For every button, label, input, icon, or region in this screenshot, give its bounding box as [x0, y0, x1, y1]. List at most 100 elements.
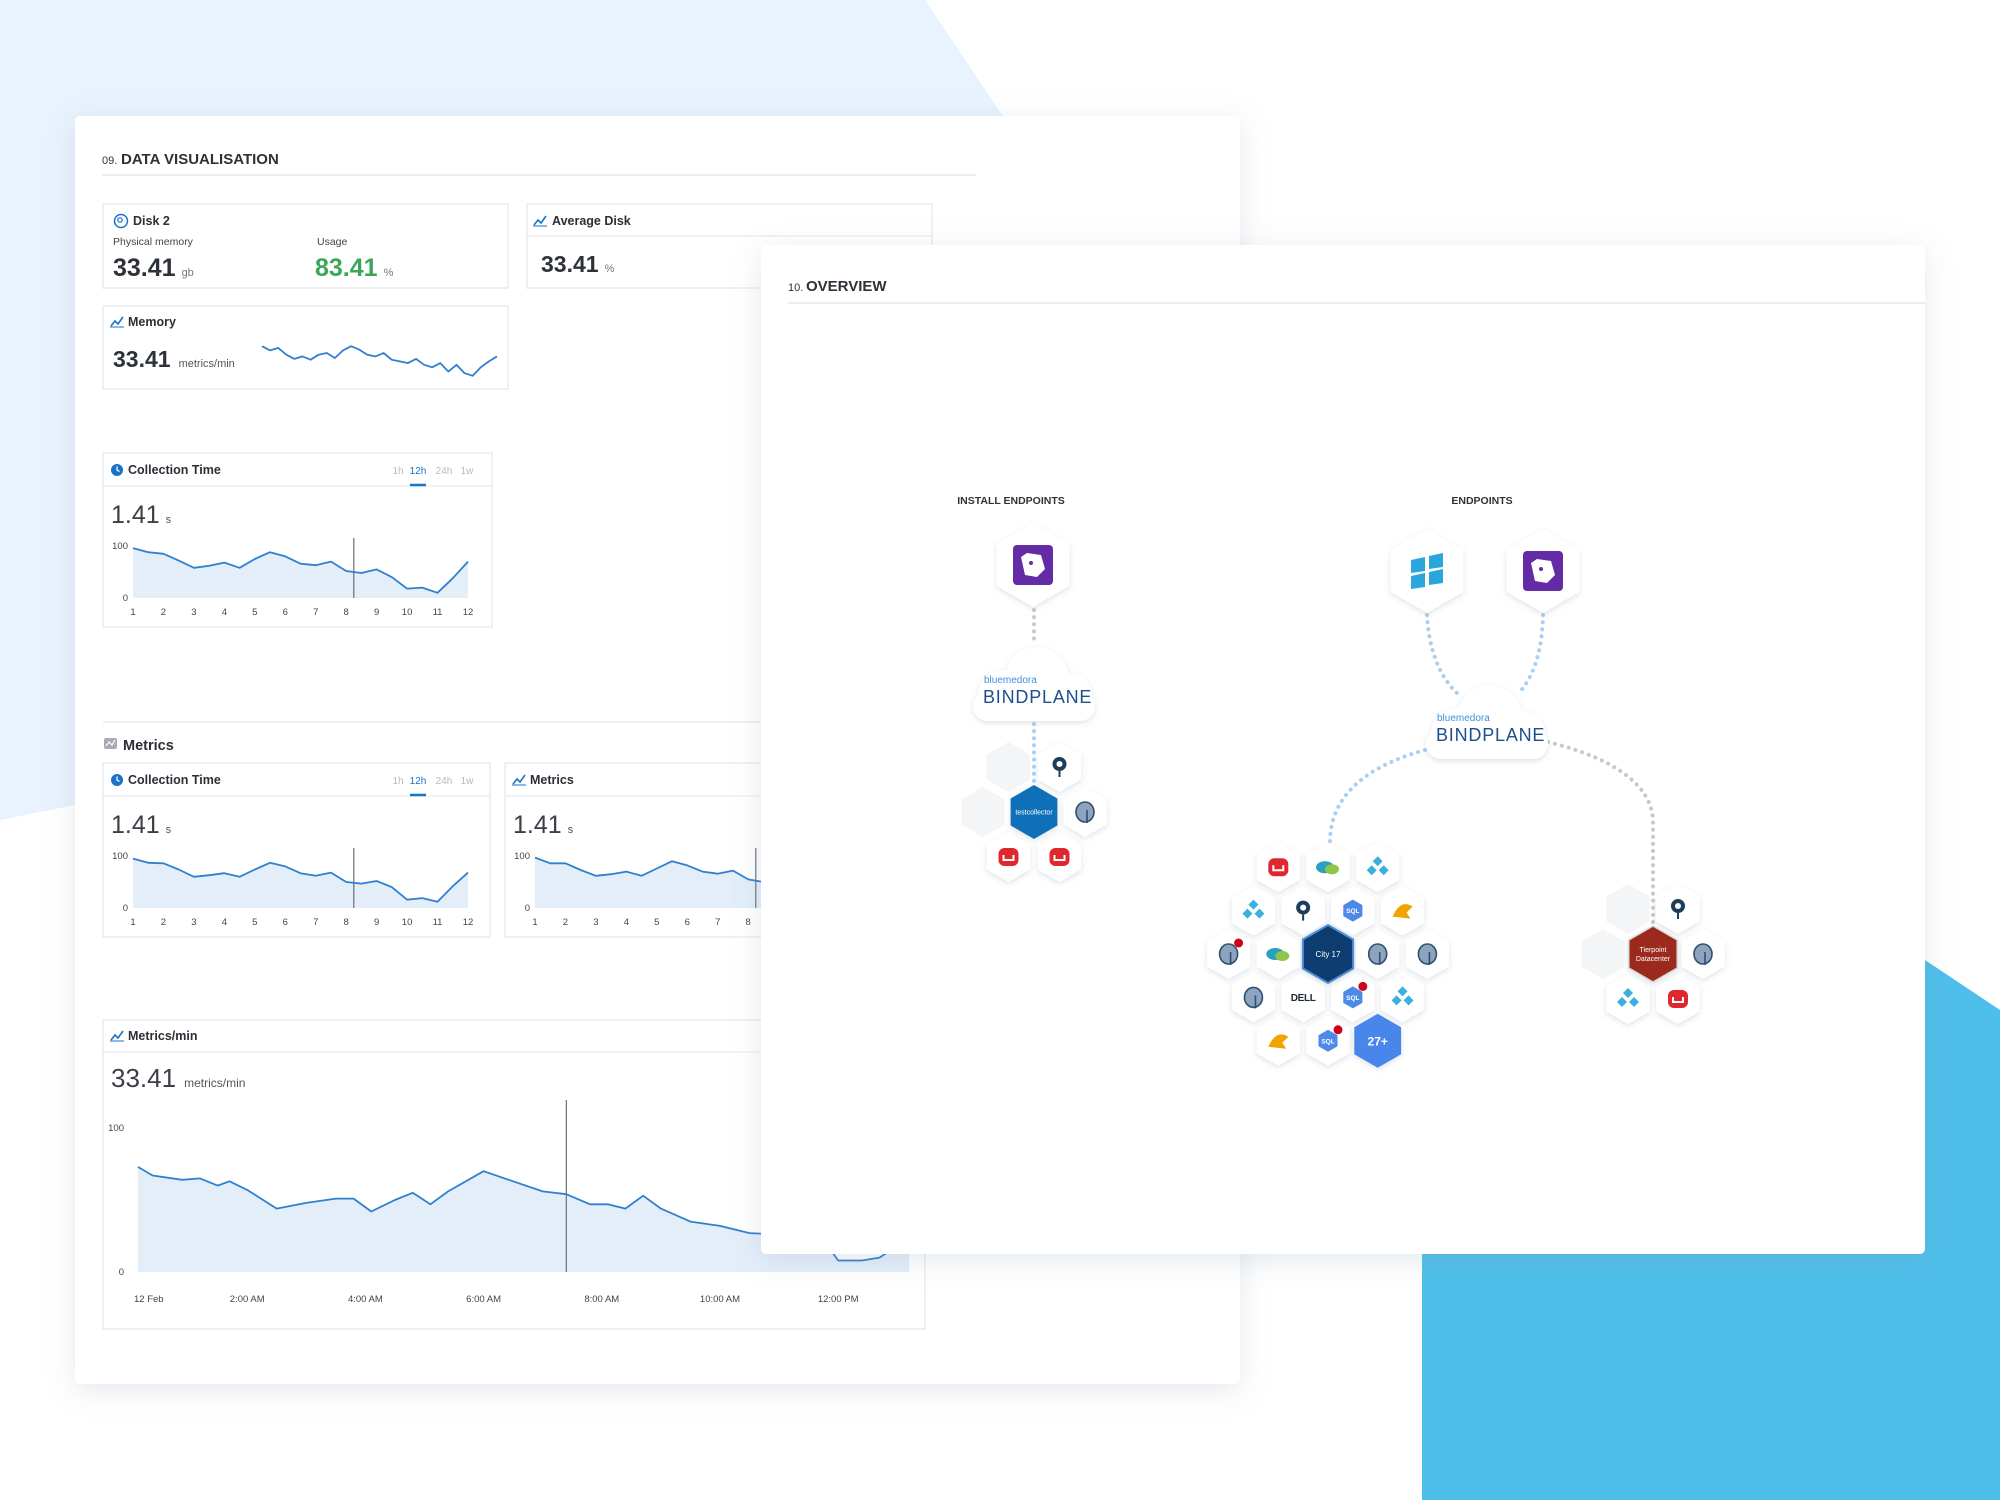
- card: [102, 203, 509, 289]
- metric-label: Physical memory: [113, 236, 194, 248]
- x-tick-label: 10: [402, 917, 413, 928]
- icon: [1056, 761, 1063, 767]
- metric-unit: s: [166, 824, 172, 836]
- icon: [1325, 864, 1339, 875]
- cloud-shape: [1426, 729, 1548, 759]
- time-tab[interactable]: 12h: [410, 466, 427, 477]
- card: [102, 305, 509, 390]
- section-number: 09.: [102, 155, 117, 167]
- hex-node: [1356, 842, 1400, 893]
- time-tab[interactable]: 24h: [436, 466, 453, 477]
- y-tick-label: 0: [525, 903, 530, 914]
- icon: [113, 213, 129, 229]
- icon: [533, 215, 547, 226]
- line: [132, 857, 469, 903]
- time-tab[interactable]: 1h: [392, 466, 403, 477]
- y-tick-label: 0: [123, 903, 128, 914]
- x-tick-label: 2: [563, 917, 568, 928]
- icon: [116, 466, 120, 473]
- icon: [1343, 986, 1363, 1009]
- icon: [1693, 943, 1713, 965]
- icon: [998, 848, 1019, 866]
- icon: [1243, 986, 1264, 1009]
- node-label: DELL: [1291, 993, 1316, 1004]
- x-tick-label: 11: [433, 607, 443, 618]
- x-tick-label: 5: [252, 917, 257, 928]
- datacenter-hex: [1628, 925, 1678, 983]
- x-tick-label: 8: [344, 607, 349, 618]
- x-tick-label: 7: [313, 607, 318, 618]
- y-tick-label: 100: [108, 1123, 124, 1134]
- x-tick-label: 7: [313, 917, 318, 928]
- y-tick-label: 100: [514, 851, 530, 862]
- x-tick-label: 2:00 AM: [230, 1294, 265, 1305]
- metric-value: 83.41: [315, 254, 378, 282]
- x-tick-label: 8:00 AM: [584, 1294, 619, 1305]
- status-badge: [1234, 938, 1244, 948]
- metric-unit: metrics/min: [179, 358, 235, 370]
- metric-value: 33.41: [113, 346, 171, 372]
- collector-hex: [1010, 785, 1058, 839]
- card-title: Metrics: [530, 773, 574, 787]
- product: BINDPLANE: [1436, 725, 1545, 745]
- x-tick-label: 10: [402, 607, 413, 618]
- icon: [1539, 567, 1543, 571]
- brand: bluemedora: [1437, 713, 1490, 724]
- x-tick-label: 5: [654, 917, 659, 928]
- icon: [1417, 943, 1438, 965]
- time-tab[interactable]: 12h: [410, 776, 427, 787]
- x-tick-label: 8: [344, 917, 349, 928]
- hex-node: [1231, 885, 1276, 936]
- x-tick-label: 4: [222, 917, 227, 928]
- card-title: Disk 2: [133, 214, 170, 228]
- icon: [1623, 988, 1633, 998]
- node-label: testcollector: [1015, 810, 1053, 817]
- metric-value: 1.41: [111, 811, 160, 839]
- y-tick-label: 100: [112, 851, 128, 862]
- endpoint-hex: [1390, 529, 1464, 613]
- area: [137, 1166, 910, 1272]
- icon: [1668, 990, 1688, 1008]
- icon: [1617, 997, 1627, 1007]
- node-label: Datacenter: [1636, 956, 1671, 963]
- icon: [1002, 855, 1015, 861]
- icon: [1403, 995, 1414, 1006]
- group-title: INSTALL ENDPOINTS: [957, 495, 1065, 507]
- icon: [116, 776, 120, 783]
- time-tab[interactable]: 1w: [461, 466, 475, 477]
- icon: [1248, 899, 1259, 910]
- brand: bluemedora: [984, 675, 1037, 686]
- status-badge: [1358, 981, 1368, 991]
- icon: [1629, 997, 1639, 1007]
- y-tick-label: 100: [112, 541, 128, 552]
- time-tab[interactable]: 24h: [436, 776, 453, 787]
- icon: [1049, 848, 1070, 866]
- x-tick-label: 5: [252, 607, 257, 618]
- icon: [1272, 865, 1285, 872]
- icon: [1053, 855, 1066, 861]
- metric-unit: s: [568, 824, 574, 836]
- metric-unit: %: [605, 263, 615, 275]
- metric-value: 33.41: [113, 254, 176, 282]
- area: [133, 858, 468, 908]
- center-hex: [1301, 923, 1355, 985]
- x-tick-label: 6: [283, 917, 288, 928]
- product: BINDPLANE: [983, 687, 1092, 707]
- status-badge: [1333, 1025, 1343, 1035]
- hex-node: [1606, 884, 1650, 934]
- x-tick-label: 11: [433, 917, 443, 928]
- card: [102, 452, 493, 628]
- x-tick-label: 9: [374, 607, 379, 618]
- icon: [1318, 1029, 1338, 1052]
- x-tick-label: 2: [161, 607, 166, 618]
- data-visualisation-panel: 09. DATA VISUALISATION Disk 2 Physical me…: [102, 151, 1000, 1330]
- metric-value: 33.41: [111, 1063, 176, 1093]
- icon: [1391, 995, 1402, 1006]
- panel: [761, 245, 1925, 1254]
- node-label: SQL: [1346, 908, 1359, 915]
- section-title: DATA VISUALISATION: [121, 151, 279, 168]
- time-tab[interactable]: 1w: [461, 776, 475, 787]
- time-tab[interactable]: 1h: [392, 776, 403, 787]
- x-tick-label: 10:00 AM: [700, 1294, 740, 1305]
